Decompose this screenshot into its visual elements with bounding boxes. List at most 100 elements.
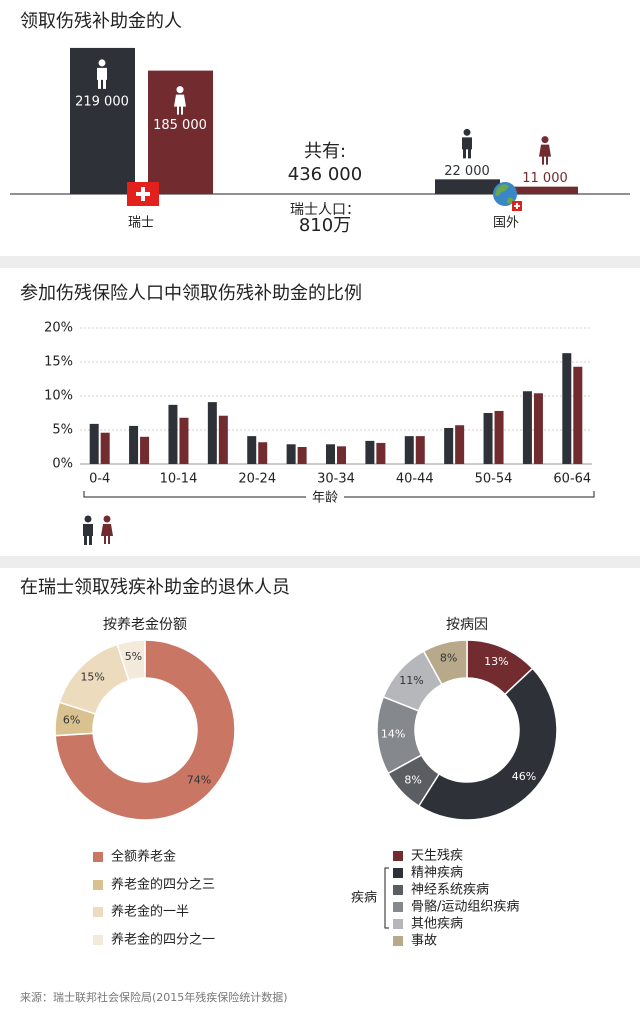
value-label: 74%	[187, 774, 211, 787]
donut-slice	[422, 639, 468, 686]
chart-title: 领取伤残补助金的人	[20, 11, 182, 32]
swiss-flag-cross	[136, 187, 150, 201]
bar	[444, 427, 454, 464]
x-tick-label: 60-64	[553, 472, 591, 487]
person-icon	[84, 515, 92, 523]
value-label: 8%	[440, 651, 457, 664]
legend-swatch	[393, 851, 403, 861]
value-label: 11%	[399, 674, 423, 687]
value-label: 13%	[484, 655, 508, 668]
y-tick-label: 0%	[52, 457, 73, 472]
person-icon	[98, 59, 106, 67]
value-label: 8%	[404, 774, 421, 787]
bar	[168, 404, 178, 464]
bar	[455, 425, 465, 464]
legend-swatch	[93, 935, 103, 945]
person-icon	[174, 94, 186, 115]
chart-title: 在瑞士领取残疾补助金的退休人员	[20, 577, 290, 598]
legend-swatch	[93, 907, 103, 917]
legend-swatch	[393, 885, 403, 895]
legend-label: 骨骼/运动组织疾病	[411, 899, 519, 915]
category-label: 国外	[493, 216, 519, 231]
value-label: 219 000	[75, 94, 129, 109]
legend-label: 其他疾病	[411, 917, 463, 932]
x-tick-label: 10-14	[160, 472, 198, 487]
x-tick-label: 20-24	[238, 472, 276, 487]
bar	[533, 393, 543, 464]
person-icon	[463, 128, 471, 136]
legend-swatch	[393, 919, 403, 929]
annotation: 436 000	[288, 164, 362, 185]
legend-label: 全额养老金	[111, 849, 176, 865]
x-tick-label: 30-34	[317, 472, 355, 487]
y-tick-label: 20%	[44, 321, 73, 336]
legend-swatch	[93, 880, 103, 890]
category-label: 瑞士	[128, 216, 154, 231]
legend-swatch	[393, 936, 403, 946]
separator	[0, 556, 640, 568]
bar	[483, 413, 493, 464]
person-icon	[101, 524, 113, 544]
annotation: 810万	[299, 215, 351, 236]
bar	[140, 436, 150, 464]
donut-slice	[54, 639, 236, 821]
x-tick-label: 40-44	[396, 472, 434, 487]
source: 来源：瑞士联邦社会保险局(2015年残疾保险统计数据)	[20, 990, 288, 1004]
person-icon	[97, 67, 107, 89]
value-label: 185 000	[153, 118, 207, 133]
bar	[376, 442, 386, 464]
bar	[129, 425, 139, 464]
person-icon	[539, 144, 551, 165]
bar	[297, 447, 307, 464]
value-label: 15%	[80, 671, 104, 684]
globe-land	[495, 184, 514, 204]
legend-label: 养老金的四分之三	[111, 877, 215, 893]
bar	[494, 410, 504, 464]
legend-label: 事故	[411, 934, 437, 949]
bar	[286, 444, 296, 464]
x-tick-label: 50-54	[475, 472, 513, 487]
bar	[258, 442, 268, 464]
bar	[218, 415, 228, 464]
legend-label: 养老金的一半	[111, 904, 189, 920]
annotation: 共有:	[304, 141, 346, 162]
person-icon	[541, 136, 549, 144]
bar	[337, 446, 346, 464]
x-axis-label: 年龄	[312, 491, 338, 506]
annotation: 瑞士人口：	[290, 202, 360, 218]
bar	[100, 432, 110, 464]
chart-subtitle: 按养老金份额	[103, 617, 187, 633]
bar	[435, 179, 500, 194]
person-icon	[176, 86, 184, 94]
person-icon	[462, 137, 472, 159]
annotation: 疾病	[351, 891, 377, 906]
separator	[0, 256, 640, 268]
bar	[207, 402, 217, 464]
bar	[573, 366, 583, 464]
value-label: 46%	[512, 770, 536, 783]
value-label: 11 000	[522, 171, 568, 186]
legend-label: 神经系统疾病	[411, 883, 489, 898]
y-tick-label: 5%	[52, 423, 73, 438]
donut-slice	[417, 667, 558, 821]
value-label: 6%	[63, 714, 80, 727]
chart-subtitle: 按病因	[446, 617, 488, 633]
x-label-bg	[306, 490, 344, 506]
bar	[89, 423, 99, 464]
legend-swatch	[393, 868, 403, 878]
bar	[415, 436, 425, 464]
person-icon	[103, 515, 111, 523]
bar	[365, 440, 375, 464]
value-label: 14%	[381, 728, 405, 741]
legend-label: 精神疾病	[411, 866, 463, 881]
legend-swatch	[93, 852, 103, 862]
legend-bracket	[384, 867, 389, 929]
y-tick-label: 15%	[44, 355, 73, 370]
bar	[562, 353, 572, 464]
bar	[404, 436, 414, 464]
bar	[513, 186, 578, 194]
bar	[179, 417, 189, 464]
x-tick-label: 0-4	[89, 472, 110, 487]
donut-slice	[116, 639, 146, 682]
